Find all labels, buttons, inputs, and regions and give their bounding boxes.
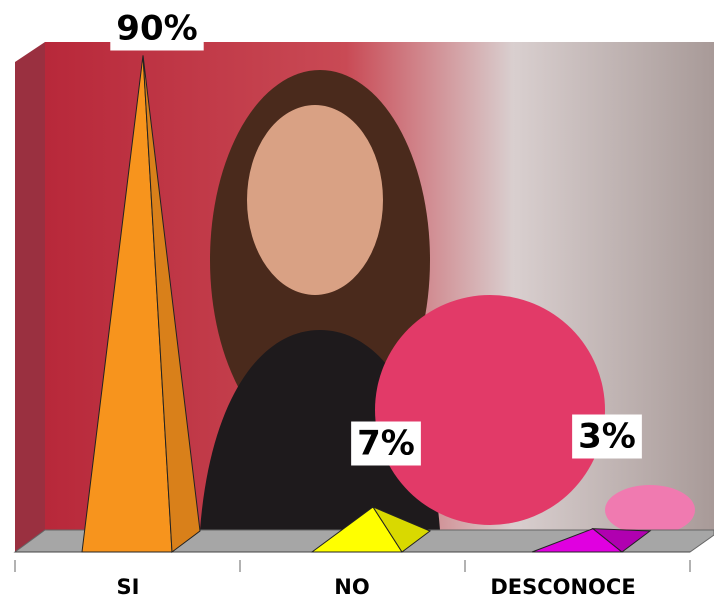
category-dividers [15,560,690,572]
value-label: 3% [578,417,636,457]
value-label: 7% [357,424,415,464]
x-tick-label: SI [117,575,140,599]
x-tick-label: DESCONOCE [490,575,635,599]
value-label: 90% [116,9,197,49]
x-tick-label: NO [334,575,369,599]
chart: 90% SI 7% NO 3% DESCONOCE [0,0,714,604]
